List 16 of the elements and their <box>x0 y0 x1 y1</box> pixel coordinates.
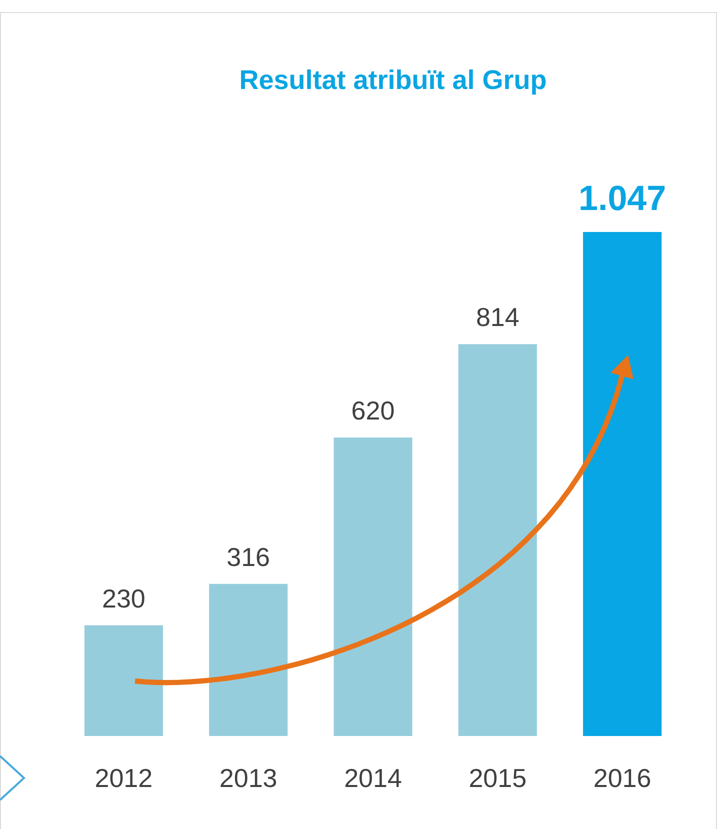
x-tick-label: 2014 <box>344 763 402 793</box>
bar <box>84 625 163 736</box>
data-label: 620 <box>351 396 395 426</box>
chart-title: Resultat atribuït al Grup <box>239 65 547 95</box>
x-tick-label: 2013 <box>219 763 278 793</box>
bar <box>209 584 288 736</box>
x-tick-label: 2015 <box>468 763 527 793</box>
x-tick-label: 2016 <box>593 763 652 793</box>
bar <box>458 344 537 736</box>
bar <box>583 232 662 736</box>
data-label: 814 <box>476 302 520 332</box>
data-label: 316 <box>226 542 270 572</box>
x-tick-label: 2012 <box>94 763 153 793</box>
bar <box>334 438 412 736</box>
data-label: 1.047 <box>578 179 666 218</box>
data-label: 230 <box>102 583 146 614</box>
